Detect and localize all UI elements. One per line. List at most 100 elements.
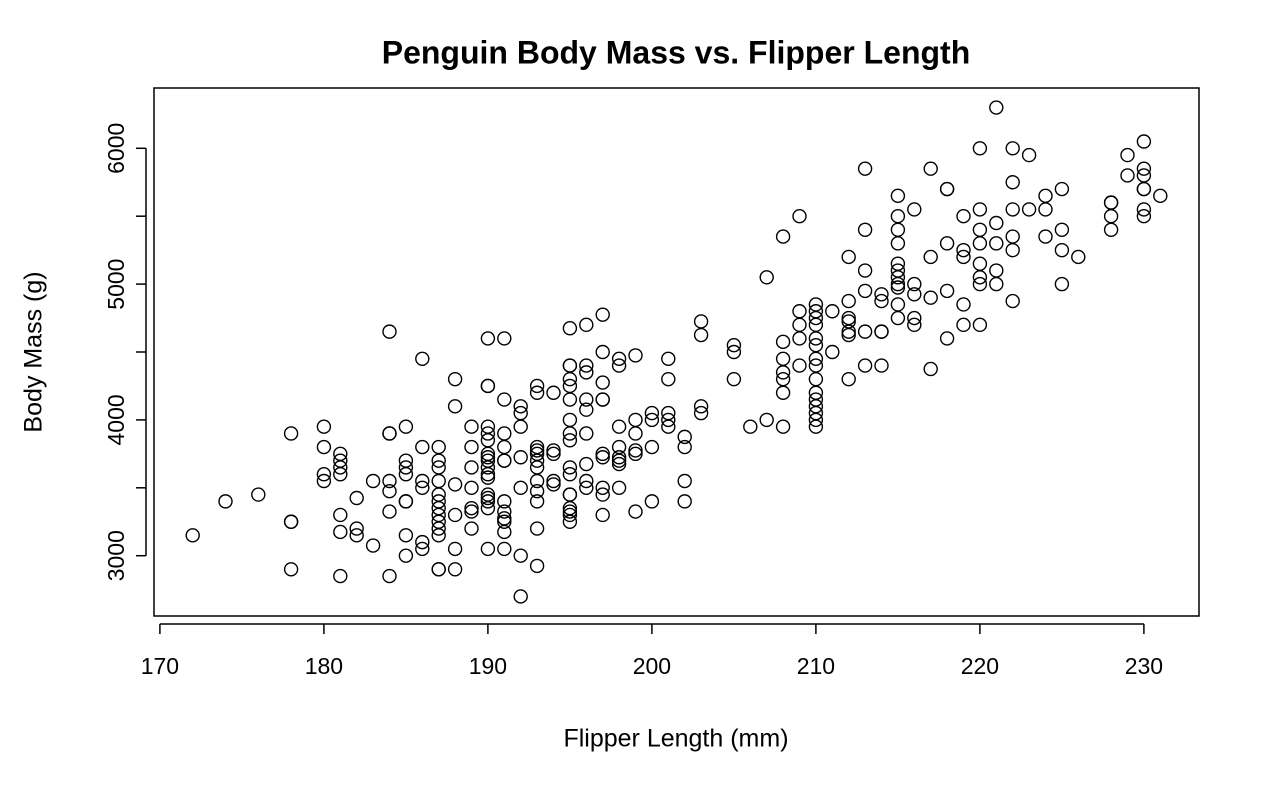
point bbox=[595, 392, 610, 407]
point bbox=[497, 426, 512, 441]
point bbox=[775, 419, 791, 434]
point bbox=[956, 249, 971, 265]
point bbox=[480, 378, 496, 394]
point bbox=[431, 521, 446, 536]
point bbox=[579, 473, 594, 489]
point bbox=[677, 473, 692, 489]
point bbox=[775, 229, 791, 244]
point bbox=[808, 412, 824, 428]
point bbox=[808, 371, 824, 387]
point bbox=[1038, 202, 1053, 217]
point bbox=[923, 361, 938, 377]
point bbox=[415, 473, 430, 489]
point bbox=[283, 426, 299, 441]
point bbox=[382, 473, 397, 489]
point bbox=[464, 480, 479, 496]
y-tick-label: 4000 bbox=[103, 394, 129, 445]
point bbox=[595, 375, 610, 390]
point bbox=[513, 450, 528, 465]
point bbox=[726, 344, 742, 360]
point bbox=[628, 446, 643, 462]
point bbox=[972, 141, 988, 156]
point bbox=[333, 568, 348, 584]
point bbox=[333, 467, 348, 482]
point bbox=[923, 161, 938, 176]
point bbox=[480, 490, 496, 506]
point bbox=[398, 528, 414, 543]
point bbox=[825, 304, 840, 319]
point bbox=[1136, 134, 1152, 149]
point bbox=[480, 467, 496, 482]
plot-frame bbox=[153, 87, 1200, 617]
point bbox=[628, 348, 643, 363]
point bbox=[562, 507, 578, 523]
point bbox=[972, 202, 988, 217]
point bbox=[595, 487, 610, 502]
point bbox=[349, 521, 364, 536]
point bbox=[464, 521, 479, 536]
point bbox=[792, 317, 807, 333]
point bbox=[579, 365, 594, 380]
point bbox=[907, 287, 922, 302]
point bbox=[1021, 147, 1037, 163]
point bbox=[497, 514, 512, 529]
point bbox=[693, 327, 709, 343]
point bbox=[693, 399, 709, 414]
point bbox=[513, 399, 528, 414]
point bbox=[759, 270, 774, 285]
point bbox=[644, 439, 660, 455]
point bbox=[677, 494, 692, 509]
point bbox=[497, 494, 512, 509]
point bbox=[398, 494, 414, 509]
point bbox=[1038, 229, 1053, 244]
point bbox=[562, 412, 578, 428]
point bbox=[611, 453, 627, 468]
point bbox=[579, 480, 594, 496]
point bbox=[726, 338, 742, 353]
point bbox=[333, 524, 348, 540]
point bbox=[989, 263, 1004, 278]
point bbox=[841, 293, 856, 309]
point bbox=[972, 222, 988, 237]
point bbox=[1153, 188, 1168, 204]
point bbox=[431, 528, 446, 543]
point bbox=[529, 473, 545, 489]
chart-title: Penguin Body Mass vs. Flipper Length bbox=[382, 34, 971, 70]
point bbox=[1005, 175, 1020, 190]
point bbox=[1005, 242, 1020, 258]
point bbox=[1136, 161, 1152, 176]
point bbox=[513, 419, 528, 434]
point bbox=[956, 208, 971, 224]
point bbox=[890, 310, 906, 326]
point bbox=[1054, 276, 1070, 292]
point bbox=[497, 439, 512, 455]
point bbox=[1005, 202, 1020, 217]
point bbox=[316, 419, 332, 434]
point bbox=[857, 283, 873, 299]
point bbox=[857, 324, 873, 339]
point bbox=[447, 399, 463, 414]
point bbox=[579, 402, 594, 417]
point bbox=[562, 392, 578, 407]
point bbox=[579, 456, 594, 472]
point bbox=[808, 351, 824, 366]
point bbox=[365, 473, 381, 489]
point bbox=[382, 568, 397, 584]
point bbox=[972, 317, 988, 333]
point bbox=[759, 412, 774, 428]
point bbox=[890, 280, 906, 295]
point bbox=[628, 426, 643, 441]
point bbox=[693, 405, 709, 421]
point bbox=[874, 293, 889, 309]
point bbox=[480, 541, 496, 557]
point bbox=[382, 504, 397, 519]
point bbox=[562, 321, 578, 336]
point bbox=[857, 161, 873, 176]
point bbox=[611, 358, 627, 373]
point bbox=[792, 208, 807, 224]
point bbox=[1136, 202, 1152, 217]
x-axis-label: Flipper Length (mm) bbox=[563, 725, 788, 753]
point bbox=[1005, 293, 1020, 309]
point bbox=[562, 371, 578, 387]
point bbox=[1054, 181, 1070, 197]
